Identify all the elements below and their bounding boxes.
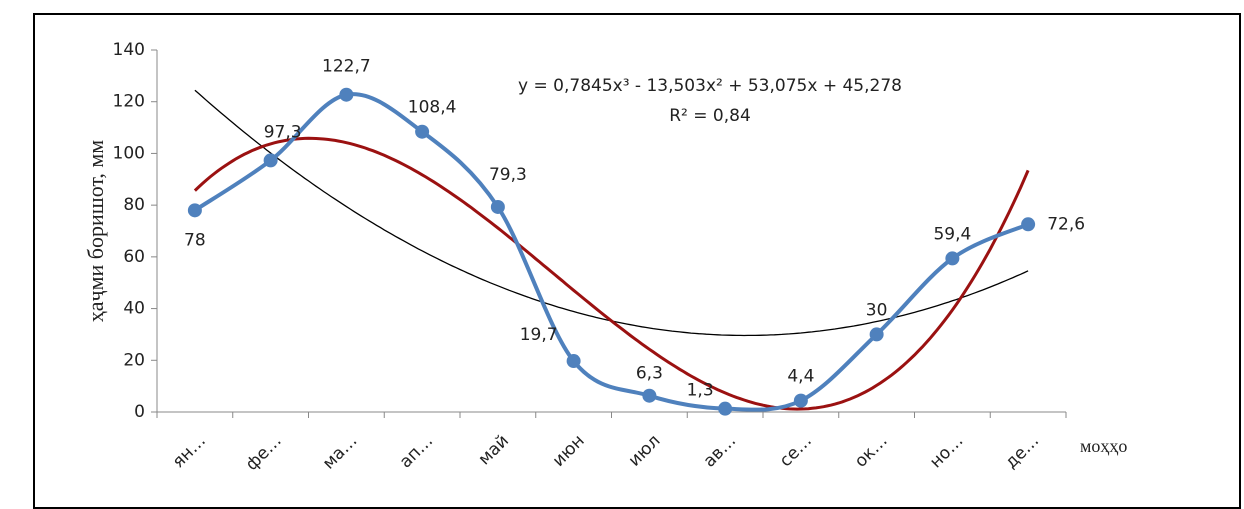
y-tick-label: 40 xyxy=(123,299,145,319)
data-label: 108,4 xyxy=(408,98,457,118)
y-tick-label: 20 xyxy=(123,350,145,370)
data-point xyxy=(718,401,733,416)
data-point xyxy=(263,153,278,168)
data-point xyxy=(566,354,581,369)
data-point xyxy=(869,327,884,342)
data-label: 78 xyxy=(184,230,206,250)
trend-equation: y = 0,7845x³ - 13,503x² + 53,075x + 45,2… xyxy=(518,76,902,96)
y-tick-label: 80 xyxy=(123,195,145,215)
data-label: 6,3 xyxy=(636,364,663,384)
data-point xyxy=(642,388,657,403)
data-point xyxy=(945,251,960,266)
x-axis-label: моҳҳо xyxy=(1080,436,1127,456)
y-tick-label: 60 xyxy=(123,247,145,267)
data-label: 122,7 xyxy=(322,57,371,77)
data-point xyxy=(1021,217,1036,232)
y-tick-label: 0 xyxy=(134,402,145,422)
data-label: 79,3 xyxy=(489,165,527,185)
data-label: 19,7 xyxy=(520,325,558,345)
data-label: 1,3 xyxy=(687,381,714,401)
data-point xyxy=(187,203,202,218)
chart-frame xyxy=(33,13,1241,509)
y-tick-label: 140 xyxy=(113,40,145,60)
series-line xyxy=(193,92,1029,412)
data-label: 72,6 xyxy=(1047,214,1085,234)
y-tick-label: 120 xyxy=(113,92,145,112)
y-axis-label: ҳаҷми боришот, мм xyxy=(83,140,108,323)
data-label: 30 xyxy=(866,300,888,320)
data-point xyxy=(415,124,430,139)
data-label: 97,3 xyxy=(264,122,302,142)
trend-r-squared: R² = 0,84 xyxy=(669,106,751,126)
trendline xyxy=(193,136,1030,411)
y-tick-label: 100 xyxy=(113,143,145,163)
data-point xyxy=(490,199,505,214)
data-label: 4,4 xyxy=(787,367,814,387)
data-point xyxy=(339,87,354,102)
data-label: 59,4 xyxy=(933,224,971,244)
data-point xyxy=(793,393,808,408)
